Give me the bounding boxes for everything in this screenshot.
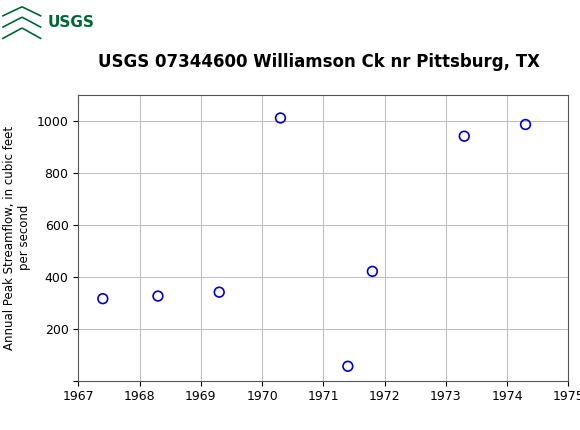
Point bbox=[368, 268, 377, 275]
Point bbox=[98, 295, 107, 302]
Point bbox=[153, 293, 162, 300]
Point bbox=[343, 363, 353, 370]
FancyBboxPatch shape bbox=[1, 2, 85, 43]
Point bbox=[215, 289, 224, 295]
Text: USGS: USGS bbox=[48, 15, 95, 30]
Point bbox=[521, 121, 530, 128]
Y-axis label: Annual Peak Streamflow, in cubic feet
per second: Annual Peak Streamflow, in cubic feet pe… bbox=[3, 126, 31, 350]
Text: USGS 07344600 Williamson Ck nr Pittsburg, TX: USGS 07344600 Williamson Ck nr Pittsburg… bbox=[98, 53, 540, 71]
Point bbox=[459, 133, 469, 140]
Point bbox=[276, 114, 285, 121]
